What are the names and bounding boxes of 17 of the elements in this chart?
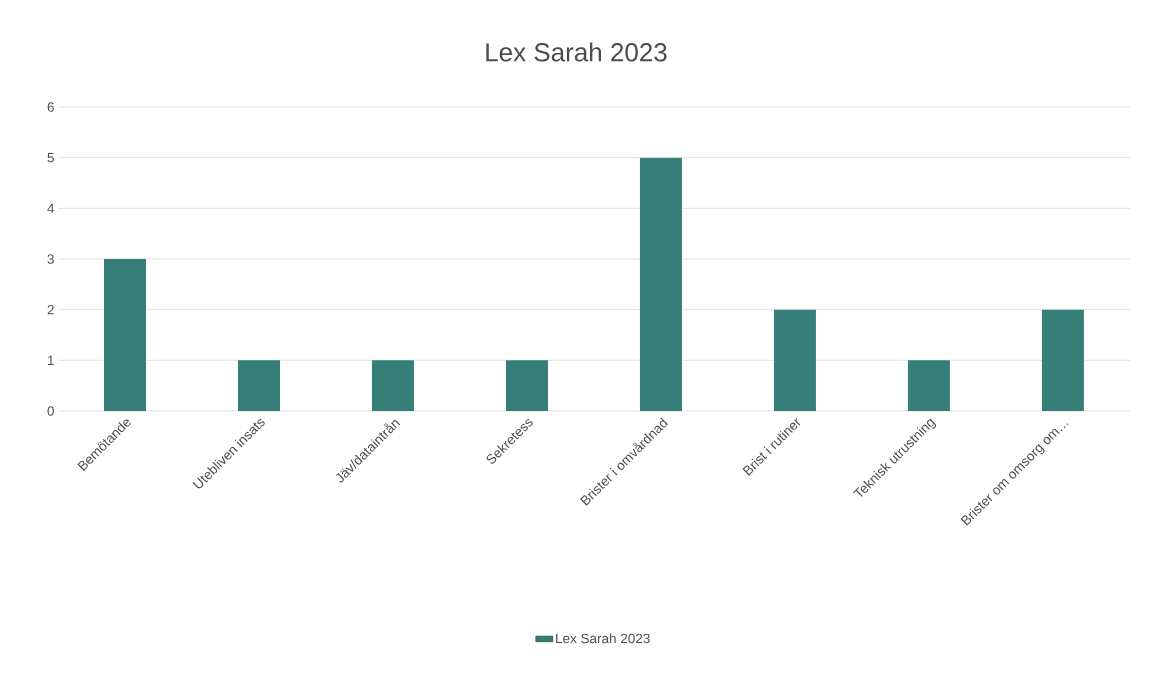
y-tick-label: 5: [47, 152, 54, 163]
bar: [907, 360, 950, 411]
bar: [773, 309, 816, 411]
y-tick-label: 0: [47, 406, 54, 416]
legend-label: Lex Sarah 2023: [556, 633, 650, 644]
bar: [237, 360, 280, 411]
bar: [104, 258, 146, 411]
y-tick-label: 3: [47, 254, 54, 264]
y-tick-label: 1: [48, 355, 54, 365]
bar: [371, 360, 414, 411]
bar: [1041, 309, 1084, 411]
bar: [639, 157, 682, 411]
y-tick-label: 2: [47, 304, 54, 315]
y-tick-label: 6: [47, 102, 54, 112]
y-tick-label: 4: [47, 203, 55, 213]
chart-title: Lex Sarah 2023: [486, 42, 667, 62]
bar: [505, 360, 548, 411]
